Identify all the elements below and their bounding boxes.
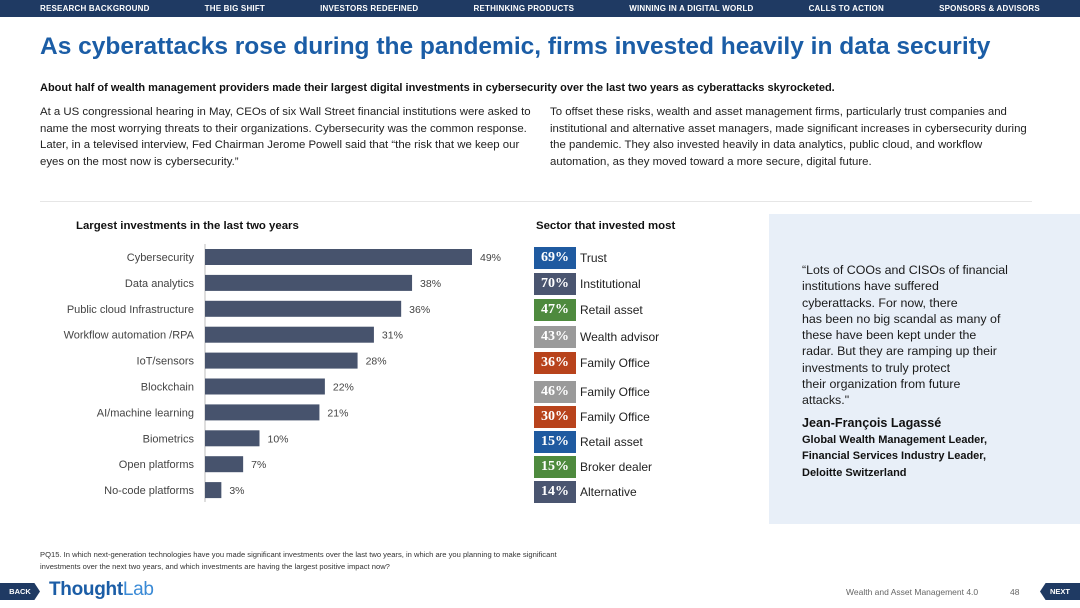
sector-name: Family Office: [580, 356, 650, 370]
sector-value-badge: 69%: [534, 247, 576, 269]
sector-name: Family Office: [580, 410, 650, 424]
quote-role-line: Deloitte Switzerland: [802, 466, 907, 479]
sector-name: Alternative: [580, 485, 637, 499]
sector-name: Retail asset: [580, 303, 643, 317]
survey-footnote: PQ15. In which next-generation technolog…: [40, 550, 557, 571]
sector-name: Institutional: [580, 277, 641, 291]
nav-sponsors-advisors[interactable]: SPONSORS & ADVISORS: [939, 4, 1040, 13]
nav-winning-digital-world[interactable]: WINNING IN A DIGITAL WORLD: [629, 4, 754, 13]
nav-research-background[interactable]: RESEARCH BACKGROUND: [40, 4, 150, 13]
intro-paragraph-right: To offset these risks, wealth and asset …: [550, 106, 1027, 168]
value-label: 7%: [251, 459, 266, 471]
nav-calls-to-action[interactable]: CALLS TO ACTION: [808, 4, 885, 13]
sector-row: 14% Alternative: [534, 481, 637, 503]
category-label: Public cloud Infrastructure: [67, 304, 194, 316]
category-label: AI/machine learning: [97, 407, 194, 419]
bar: [205, 326, 374, 343]
quote-panel: “Lots of COOs and CISOs of financial ins…: [769, 214, 1080, 524]
value-label: 28%: [366, 356, 387, 368]
sector-name: Wealth advisor: [580, 330, 660, 344]
quote-role-line: Global Wealth Management Leader,: [802, 434, 988, 446]
sector-value-badge: 70%: [534, 273, 576, 295]
bar: [205, 456, 244, 473]
sector-name: Broker dealer: [580, 460, 653, 474]
sector-value-badge: 43%: [534, 326, 576, 348]
investments-chart-title: Largest investments in the last two year…: [76, 220, 299, 232]
investments-bar-chart: Cybersecurity 49% Data analytics 38% Public …: [64, 244, 501, 502]
back-button[interactable]: BACK: [0, 583, 40, 600]
sector-name: Trust: [580, 251, 607, 265]
sector-name: Retail asset: [580, 435, 643, 449]
sector-value-badge: 15%: [534, 456, 576, 478]
category-label: No-code platforms: [104, 485, 194, 497]
category-label: Blockchain: [141, 382, 194, 394]
category-label: Open platforms: [119, 459, 195, 471]
bar: [205, 482, 222, 499]
sector-row: 15% Broker dealer: [534, 456, 652, 478]
sector-row: 46% Family Office: [534, 381, 650, 403]
bar: [205, 274, 413, 291]
bar: [205, 300, 402, 317]
value-label: 36%: [409, 304, 430, 316]
sector-chart-title: Sector that invested most: [536, 220, 676, 232]
category-label: Data analytics: [125, 278, 195, 290]
quote-line: investments to truly protect: [802, 360, 951, 375]
quote-line: “Lots of COOs and CISOs of financial: [802, 263, 1008, 277]
quote-role-line: Financial Services Industry Leader,: [802, 450, 987, 463]
nav-rethinking-products[interactable]: RETHINKING PRODUCTS: [473, 4, 575, 13]
category-label: Biometrics: [143, 433, 195, 445]
sector-value-badge: 14%: [534, 481, 576, 503]
category-label: Workflow automation /RPA: [64, 330, 195, 342]
value-label: 21%: [327, 407, 348, 419]
page-subtitle: About half of wealth management provider…: [40, 82, 835, 94]
category-label: IoT/sensors: [137, 356, 195, 368]
bar: [205, 404, 320, 421]
sector-value-badge: 46%: [534, 381, 576, 403]
sector-row: 30% Family Office: [534, 406, 650, 428]
thoughtlab-logo[interactable]: ThoughtLab: [49, 579, 154, 600]
sector-value-badge: 15%: [534, 431, 576, 453]
intro-paragraph-left: At a US congressional hearing in May, CE…: [40, 106, 531, 168]
value-label: 38%: [420, 278, 441, 290]
page-title: As cyberattacks rose during the pandemic…: [40, 33, 991, 60]
sector-value-badge: 47%: [534, 299, 576, 321]
value-label: 3%: [229, 485, 244, 497]
bar: [205, 249, 472, 265]
sector-row: 70% Institutional: [534, 273, 641, 295]
sector-row: 43% Wealth advisor: [534, 326, 659, 348]
quote-line: attacks.": [802, 393, 850, 408]
nav-investors-redefined[interactable]: INVESTORS REDEFINED: [320, 4, 419, 13]
sector-value-badge: 30%: [534, 406, 576, 428]
quote-line: has been no big scandal as many of: [802, 311, 1001, 326]
report-name: Wealth and Asset Management 4.0: [846, 587, 979, 597]
section-divider: [40, 201, 1032, 202]
nav-the-big-shift[interactable]: THE BIG SHIFT: [204, 4, 266, 13]
value-label: 22%: [333, 382, 354, 394]
category-label: Cybersecurity: [127, 252, 195, 264]
quote-line: these have been kept under the: [802, 328, 977, 343]
next-button[interactable]: NEXT: [1040, 583, 1080, 600]
quote-line: radar. But they are ramping up their: [802, 344, 997, 359]
quote-line: cyberattacks. For now, there: [802, 295, 958, 310]
bar: [205, 378, 325, 395]
bar: [205, 430, 260, 447]
sector-row: 36% Family Office: [534, 352, 650, 374]
quote-text: “Lots of COOs and CISOs of financial ins…: [802, 262, 1042, 409]
sector-row: 47% Retail asset: [534, 299, 643, 321]
quote-author-name: Jean-François Lagassé: [802, 416, 942, 430]
sector-row: 15% Retail asset: [534, 431, 643, 453]
quote-author-role: Global Wealth Management Leader, Financi…: [802, 432, 987, 481]
value-label: 49%: [480, 252, 501, 264]
page-number: 48: [1010, 587, 1020, 597]
sector-row: 69% Trust: [534, 247, 607, 269]
value-label: 10%: [267, 433, 288, 445]
quote-line: their organization from future: [802, 377, 961, 392]
bar: [205, 352, 358, 369]
value-label: 31%: [382, 330, 403, 342]
sector-value-badge: 36%: [534, 352, 576, 374]
quote-line: institutions have suffered: [802, 279, 939, 294]
sector-name: Family Office: [580, 385, 650, 399]
top-navigation: RESEARCH BACKGROUND THE BIG SHIFT INVEST…: [0, 0, 1080, 17]
